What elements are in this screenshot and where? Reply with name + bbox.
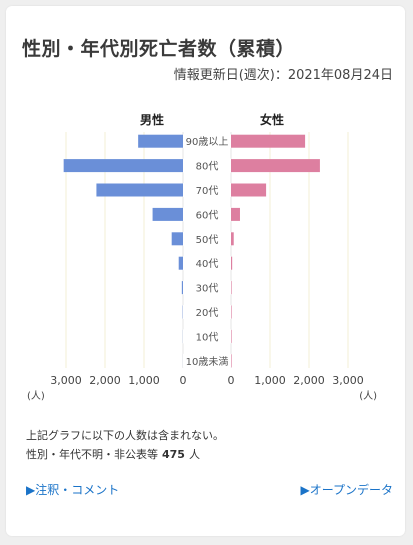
update-date: 情報更新日(週次)：2021年08月24日 xyxy=(173,68,393,83)
category-label: 80代 xyxy=(196,161,219,173)
card xyxy=(6,6,405,536)
unit-label-left: (人) xyxy=(27,390,45,402)
category-label-bg xyxy=(183,280,231,295)
category-label: 60代 xyxy=(196,209,219,221)
open-data-link[interactable]: ▶オープンデータ xyxy=(300,483,393,497)
bar-female xyxy=(231,281,232,295)
bar-female xyxy=(231,354,232,368)
category-label-bg xyxy=(183,305,231,319)
category-label-bg xyxy=(183,134,231,149)
category-label-bg xyxy=(183,256,231,271)
category-label-bg xyxy=(183,183,231,197)
category-label: 40代 xyxy=(196,258,219,270)
category-label: 30代 xyxy=(196,283,219,295)
note-unit: 人 xyxy=(188,448,200,461)
bar-male xyxy=(182,305,184,319)
bar-male xyxy=(152,207,183,221)
note: 上記グラフに以下の人数は含まれない。 性別・年代不明・非公表等 475 人 xyxy=(26,426,224,464)
bar-female xyxy=(231,329,232,343)
bars xyxy=(63,134,320,368)
unit-label-right: (人) xyxy=(359,390,377,402)
category-label-bg xyxy=(183,353,231,368)
bar-male xyxy=(96,183,183,197)
bar-male xyxy=(63,159,183,173)
bar-female xyxy=(231,305,232,319)
x-tick-label: 0 xyxy=(180,374,187,387)
x-tick-label: 0 xyxy=(228,374,235,387)
bar-female xyxy=(231,207,240,221)
note-prefix: 性別・年代不明・非公表等 xyxy=(26,448,158,461)
bar-female xyxy=(231,159,320,173)
category-label-bg xyxy=(183,231,231,246)
category-label: 50代 xyxy=(196,234,219,246)
category-label: 10歳未満 xyxy=(186,356,229,368)
bar-female xyxy=(231,256,233,270)
bar-female xyxy=(231,232,234,246)
pyramid-chart: 男性 女性 90歳以上 80代 70代 60代 50代 40代 30代 20代 10代 10歳未満 3,… xyxy=(27,112,377,402)
note-line2: 性別・年代不明・非公表等 475 人 xyxy=(26,445,224,464)
category-label-bg xyxy=(183,207,231,222)
x-tick-label: 1,000 xyxy=(128,374,160,387)
x-tick-label: 1,000 xyxy=(254,374,286,387)
category-label-bg xyxy=(183,158,231,173)
note-line1: 上記グラフに以下の人数は含まれない。 xyxy=(26,429,224,442)
bar-female xyxy=(231,183,267,197)
category-label: 90歳以上 xyxy=(186,136,229,148)
category-label-bg xyxy=(183,329,231,344)
category-label: 10代 xyxy=(196,331,219,343)
category-label: 70代 xyxy=(196,185,219,197)
x-tick-label: 3,000 xyxy=(50,374,82,387)
bar-male xyxy=(138,134,183,148)
page-title: 性別・年代別死亡者数（累積） xyxy=(22,38,296,60)
labels: 男性 女性 90歳以上 80代 70代 60代 50代 40代 30代 20代 10代 10歳未満 3,… xyxy=(27,112,377,402)
x-tick-label: 3,000 xyxy=(332,374,364,387)
bar-female xyxy=(231,134,306,148)
bar-male xyxy=(171,232,183,246)
x-tick-label: 2,000 xyxy=(293,374,325,387)
unknown-count: 475 xyxy=(162,448,185,461)
bar-male xyxy=(178,256,183,270)
bar-male xyxy=(181,281,183,295)
series-label-male: 男性 xyxy=(140,112,164,127)
series-label-female: 女性 xyxy=(260,112,284,127)
x-tick-label: 2,000 xyxy=(89,374,121,387)
category-label: 20代 xyxy=(196,307,219,319)
notes-link[interactable]: ▶注釈・コメント xyxy=(26,483,120,497)
